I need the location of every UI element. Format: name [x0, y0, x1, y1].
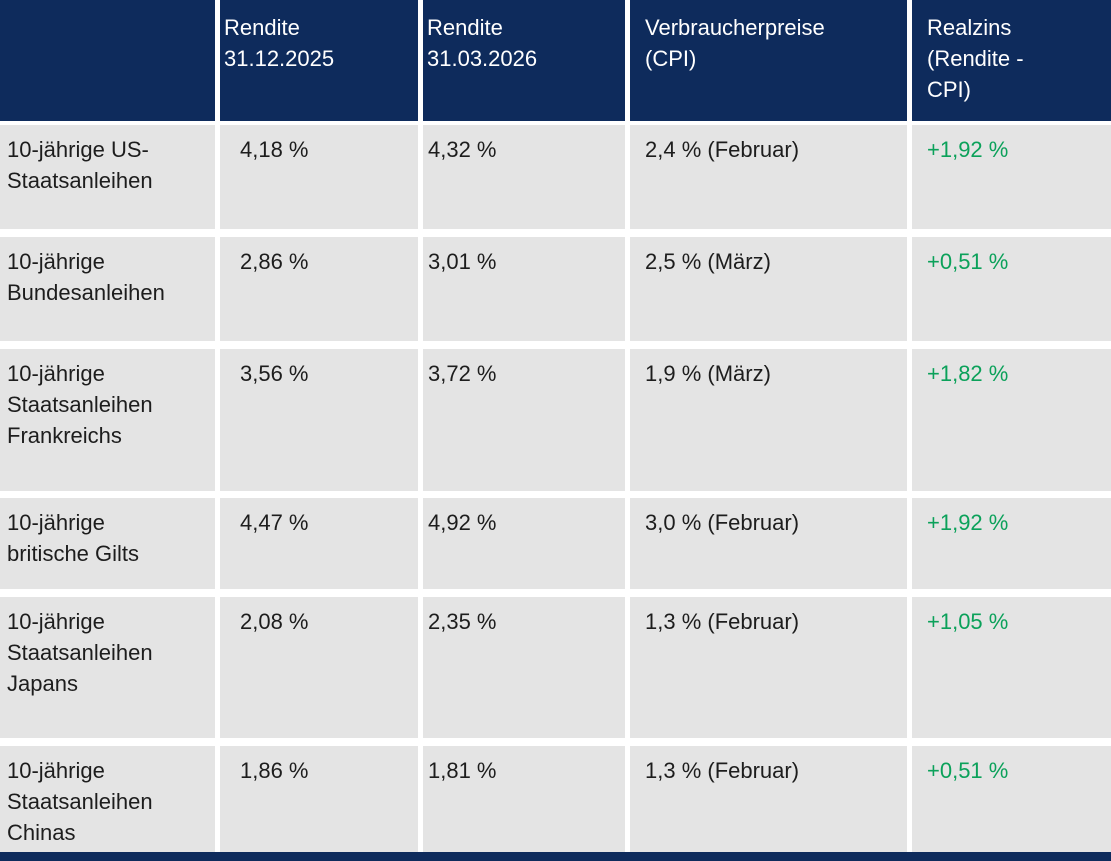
row-label: 10-jährige Staatsanleihen Frankreichs	[0, 349, 215, 491]
realzins-value: +0,51 %	[912, 237, 1111, 341]
rendite-2026-value: 4,32 %	[423, 125, 625, 229]
rendite-2025-value: 4,18 %	[220, 125, 418, 229]
cpi-value: 1,3 % (Februar)	[630, 597, 907, 738]
row-label: 10-jährige Staatsanleihen Japans	[0, 597, 215, 738]
row-label: 10-jährige britische Gilts	[0, 498, 215, 589]
header-cell-rendite-2026: Rendite 31.03.2026	[423, 0, 625, 121]
table-row-japan: 10-jährige Staatsanleihen Japans 2,08 % …	[0, 597, 1111, 738]
table-row-bund: 10-jährige Bundesanleihen 2,86 % 3,01 % …	[0, 237, 1111, 341]
rendite-2026-value: 2,35 %	[423, 597, 625, 738]
cpi-value: 1,9 % (März)	[630, 349, 907, 491]
rendite-2026-value: 4,92 %	[423, 498, 625, 589]
realzins-value: +0,51 %	[912, 746, 1111, 852]
table-row-frankreich: 10-jährige Staatsanleihen Frankreichs 3,…	[0, 349, 1111, 491]
rendite-2025-value: 2,08 %	[220, 597, 418, 738]
row-label: 10-jährige US- Staatsanleihen	[0, 125, 215, 229]
header-cell-rendite-2025: Rendite 31.12.2025	[220, 0, 418, 121]
table-footer-bar	[0, 852, 1111, 861]
rendite-2025-value: 2,86 %	[220, 237, 418, 341]
header-cell-cpi: Verbraucherpreise (CPI)	[630, 0, 907, 121]
realzins-value: +1,92 %	[912, 498, 1111, 589]
realzins-value: +1,05 %	[912, 597, 1111, 738]
header-cell-empty	[0, 0, 215, 121]
cpi-value: 2,5 % (März)	[630, 237, 907, 341]
rendite-2025-value: 3,56 %	[220, 349, 418, 491]
rendite-2026-value: 1,81 %	[423, 746, 625, 852]
rendite-2026-value: 3,72 %	[423, 349, 625, 491]
table-row-us: 10-jährige US- Staatsanleihen 4,18 % 4,3…	[0, 125, 1111, 229]
rendite-2025-value: 4,47 %	[220, 498, 418, 589]
table-row-china: 10-jährige Staatsanleihen Chinas 1,86 % …	[0, 746, 1111, 852]
realzins-value: +1,92 %	[912, 125, 1111, 229]
table-header-row: Rendite 31.12.2025 Rendite 31.03.2026 Ve…	[0, 0, 1111, 121]
cpi-value: 3,0 % (Februar)	[630, 498, 907, 589]
table-row-gilts: 10-jährige britische Gilts 4,47 % 4,92 %…	[0, 498, 1111, 589]
cpi-value: 1,3 % (Februar)	[630, 746, 907, 852]
row-label: 10-jährige Bundesanleihen	[0, 237, 215, 341]
realzins-value: +1,82 %	[912, 349, 1111, 491]
rendite-2026-value: 3,01 %	[423, 237, 625, 341]
cpi-value: 2,4 % (Februar)	[630, 125, 907, 229]
header-cell-realzins: Realzins (Rendite - CPI)	[912, 0, 1111, 121]
row-label: 10-jährige Staatsanleihen Chinas	[0, 746, 215, 852]
rendite-2025-value: 1,86 %	[220, 746, 418, 852]
